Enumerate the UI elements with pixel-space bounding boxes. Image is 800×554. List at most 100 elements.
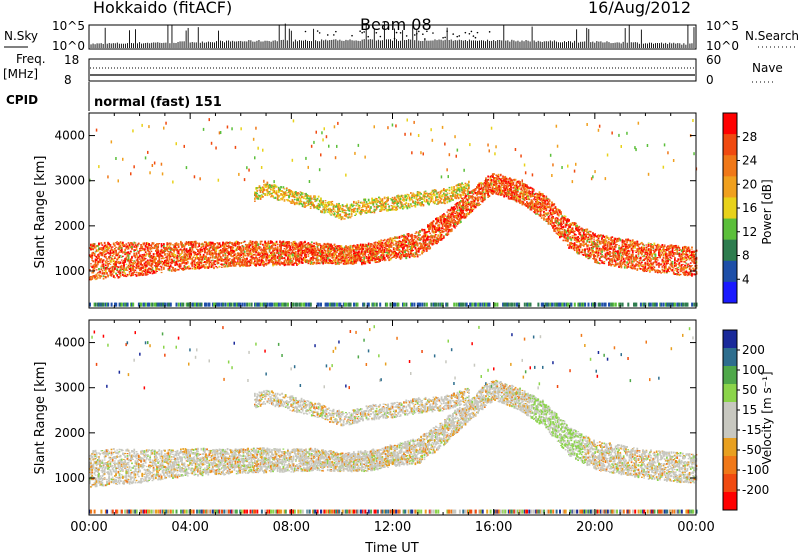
echo-cell bbox=[158, 263, 161, 265]
echo-cell bbox=[155, 272, 157, 274]
echo-cell bbox=[158, 243, 161, 245]
echo-cell bbox=[114, 256, 116, 258]
echo-cell bbox=[125, 252, 128, 255]
echo-cell bbox=[173, 259, 175, 262]
echo-cell bbox=[126, 246, 129, 248]
echo-cell bbox=[260, 240, 263, 243]
echo-cell bbox=[130, 258, 132, 261]
echo-cell bbox=[382, 244, 385, 247]
echo-cell bbox=[127, 242, 130, 244]
echo-cell bbox=[174, 264, 177, 266]
echo-cell bbox=[279, 188, 281, 190]
echo-cell bbox=[183, 256, 186, 259]
echo-cell bbox=[106, 262, 108, 264]
scatter-cell bbox=[248, 168, 250, 172]
echo-cell bbox=[156, 262, 158, 265]
echo-cell bbox=[383, 256, 386, 260]
nsearch-point bbox=[452, 33, 455, 35]
echo-cell bbox=[90, 278, 92, 281]
echo-cell bbox=[160, 266, 163, 268]
echo-cell bbox=[141, 273, 144, 277]
echo-cell bbox=[102, 263, 105, 265]
echo-cell bbox=[99, 247, 101, 250]
near-range-cell bbox=[224, 302, 227, 307]
echo-cell bbox=[197, 250, 199, 253]
echo-cell bbox=[363, 260, 366, 262]
freq-unit: [MHz] bbox=[3, 67, 38, 81]
echo-cell bbox=[201, 245, 204, 247]
echo-cell bbox=[185, 248, 188, 252]
echo-cell bbox=[110, 273, 113, 277]
echo-cell bbox=[293, 196, 296, 199]
echo-cell bbox=[303, 197, 305, 199]
echo-cell bbox=[345, 212, 347, 214]
echo-cell bbox=[200, 249, 203, 251]
echo-cell bbox=[208, 262, 211, 265]
echo-cell bbox=[180, 240, 182, 244]
echo-cell bbox=[350, 253, 353, 256]
echo-cell bbox=[288, 252, 290, 254]
echo-cell bbox=[119, 274, 122, 277]
echo-cell bbox=[134, 249, 137, 251]
echo-cell bbox=[213, 266, 215, 270]
echo-cell bbox=[127, 246, 130, 250]
echo-cell bbox=[92, 268, 95, 271]
echo-cell bbox=[91, 259, 94, 262]
scatter-cell bbox=[334, 156, 337, 160]
echo-cell bbox=[127, 254, 130, 257]
echo-cell bbox=[93, 276, 96, 279]
echo-cell bbox=[91, 277, 94, 280]
near-range-cell bbox=[194, 302, 197, 307]
echo-cell bbox=[204, 250, 206, 253]
echo-cell bbox=[206, 248, 208, 251]
echo-cell bbox=[180, 263, 182, 265]
echo-cell bbox=[289, 245, 292, 249]
echo-cell bbox=[215, 252, 218, 256]
echo-cell bbox=[173, 249, 175, 251]
echo-cell bbox=[155, 264, 157, 267]
echo-cell bbox=[136, 262, 139, 265]
near-range-cell bbox=[101, 302, 104, 307]
echo-cell bbox=[183, 254, 186, 257]
echo-cell bbox=[100, 275, 103, 278]
echo-cell bbox=[159, 251, 162, 254]
echo-cell bbox=[100, 252, 103, 255]
echo-cell bbox=[193, 240, 196, 243]
echo-cell bbox=[149, 267, 152, 271]
echo-cell bbox=[235, 249, 238, 251]
echo-cell bbox=[242, 248, 245, 251]
echo-cell bbox=[196, 262, 198, 264]
echo-cell bbox=[184, 249, 187, 251]
echo-cell bbox=[126, 275, 129, 277]
echo-cell bbox=[205, 257, 207, 260]
echo-cell bbox=[153, 257, 156, 259]
echo-cell bbox=[184, 266, 187, 269]
echo-cell bbox=[383, 196, 386, 200]
echo-cell bbox=[135, 271, 138, 274]
echo-cell bbox=[310, 243, 313, 246]
echo-cell bbox=[264, 193, 267, 195]
echo-cell bbox=[118, 247, 121, 250]
echo-cell bbox=[272, 196, 274, 198]
echo-cell bbox=[109, 274, 112, 276]
freq-label: Freq. bbox=[16, 52, 46, 66]
echo-cell bbox=[157, 261, 160, 264]
near-range-cell bbox=[192, 302, 195, 307]
echo-cell bbox=[181, 245, 183, 248]
echo-cell bbox=[127, 266, 130, 268]
echo-cell bbox=[112, 263, 115, 266]
echo-cell bbox=[197, 261, 199, 263]
echo-cell bbox=[124, 275, 127, 277]
near-range-cell bbox=[191, 302, 194, 307]
echo-cell bbox=[170, 269, 173, 272]
echo-cell bbox=[174, 262, 177, 264]
near-range-cell bbox=[339, 302, 342, 307]
echo-cell bbox=[147, 270, 149, 273]
echo-cell bbox=[104, 270, 107, 273]
nsearch-point bbox=[415, 32, 418, 35]
echo-cell bbox=[348, 213, 351, 216]
echo-cell bbox=[208, 247, 211, 249]
echo-cell bbox=[209, 242, 212, 245]
echo-cell bbox=[182, 257, 185, 259]
echo-cell bbox=[161, 260, 164, 263]
